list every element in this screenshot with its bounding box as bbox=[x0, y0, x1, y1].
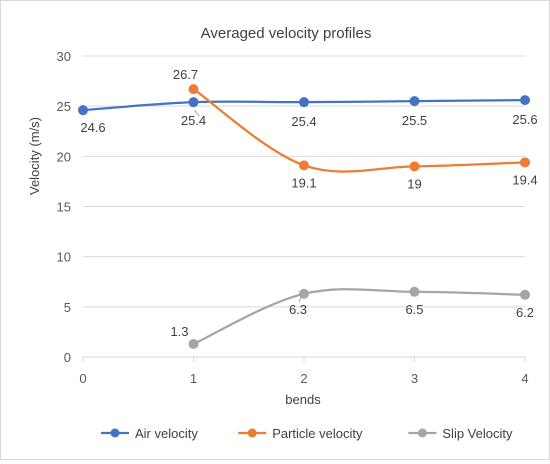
y-tick-label: 5 bbox=[64, 300, 71, 315]
data-label: 24.6 bbox=[80, 120, 105, 135]
x-tick-label: 1 bbox=[190, 371, 197, 386]
series-line bbox=[192, 88, 526, 173]
series-line bbox=[193, 288, 526, 345]
data-label: 25.5 bbox=[402, 113, 427, 128]
data-point bbox=[520, 289, 530, 300]
data-point bbox=[299, 160, 309, 171]
legend: Air velocity Particle velocity Slip Veloci… bbox=[101, 426, 513, 441]
legend-entry: Slip Velocity bbox=[442, 426, 513, 441]
y-tick-label: 0 bbox=[64, 350, 71, 365]
data-point bbox=[520, 157, 530, 168]
data-labels: 24.6 25.4 25.4 25.5 25.6 26.7 19.1 19 19.4 1.3 6.3… bbox=[80, 67, 537, 339]
leader-line bbox=[298, 294, 303, 302]
y-tick-label: 15 bbox=[57, 200, 71, 215]
data-label: 25.4 bbox=[181, 113, 206, 128]
data-point bbox=[78, 105, 88, 116]
y-tick-label: 10 bbox=[57, 250, 71, 265]
data-label: 25.4 bbox=[291, 114, 316, 129]
y-axis-title: Velocity (m/s) bbox=[27, 117, 42, 195]
data-point bbox=[188, 97, 199, 108]
data-label: 19.1 bbox=[291, 175, 316, 190]
data-label: 6.2 bbox=[516, 305, 534, 320]
x-tick-label: 2 bbox=[300, 371, 307, 386]
data-label: 19.4 bbox=[512, 172, 537, 187]
legend-swatch-marker bbox=[247, 428, 257, 438]
data-label: 6.5 bbox=[405, 302, 423, 317]
data-label: 1.3 bbox=[170, 324, 188, 339]
data-point bbox=[409, 96, 420, 107]
y-tick-label: 20 bbox=[57, 149, 71, 164]
legend-entry: Particle velocity bbox=[272, 426, 363, 441]
series-layer bbox=[78, 84, 530, 349]
chart-title: Averaged velocity profiles bbox=[201, 25, 372, 42]
x-tick-label: 3 bbox=[411, 371, 418, 386]
data-label: 6.3 bbox=[289, 302, 307, 317]
legend-swatch-marker bbox=[417, 428, 427, 438]
data-point bbox=[299, 97, 309, 108]
legend-entry: Air velocity bbox=[135, 426, 198, 441]
data-label: 26.7 bbox=[173, 67, 198, 82]
data-label: 19 bbox=[407, 176, 421, 191]
x-axis-title: bends bbox=[285, 392, 321, 407]
data-point bbox=[409, 286, 420, 297]
x-tick-label: 4 bbox=[521, 371, 528, 386]
data-point bbox=[520, 95, 530, 106]
axes: 0 5 10 15 20 25 30 0 1 2 3 4 bbox=[57, 49, 529, 386]
y-tick-label: 30 bbox=[57, 49, 71, 64]
data-point bbox=[188, 84, 199, 95]
data-point bbox=[409, 161, 420, 172]
x-tick-label: 0 bbox=[79, 371, 86, 386]
data-point bbox=[188, 338, 199, 349]
data-label: 25.6 bbox=[512, 112, 537, 127]
leader-line bbox=[194, 109, 200, 117]
y-tick-label: 25 bbox=[57, 99, 71, 114]
legend-swatch-marker bbox=[110, 428, 120, 438]
